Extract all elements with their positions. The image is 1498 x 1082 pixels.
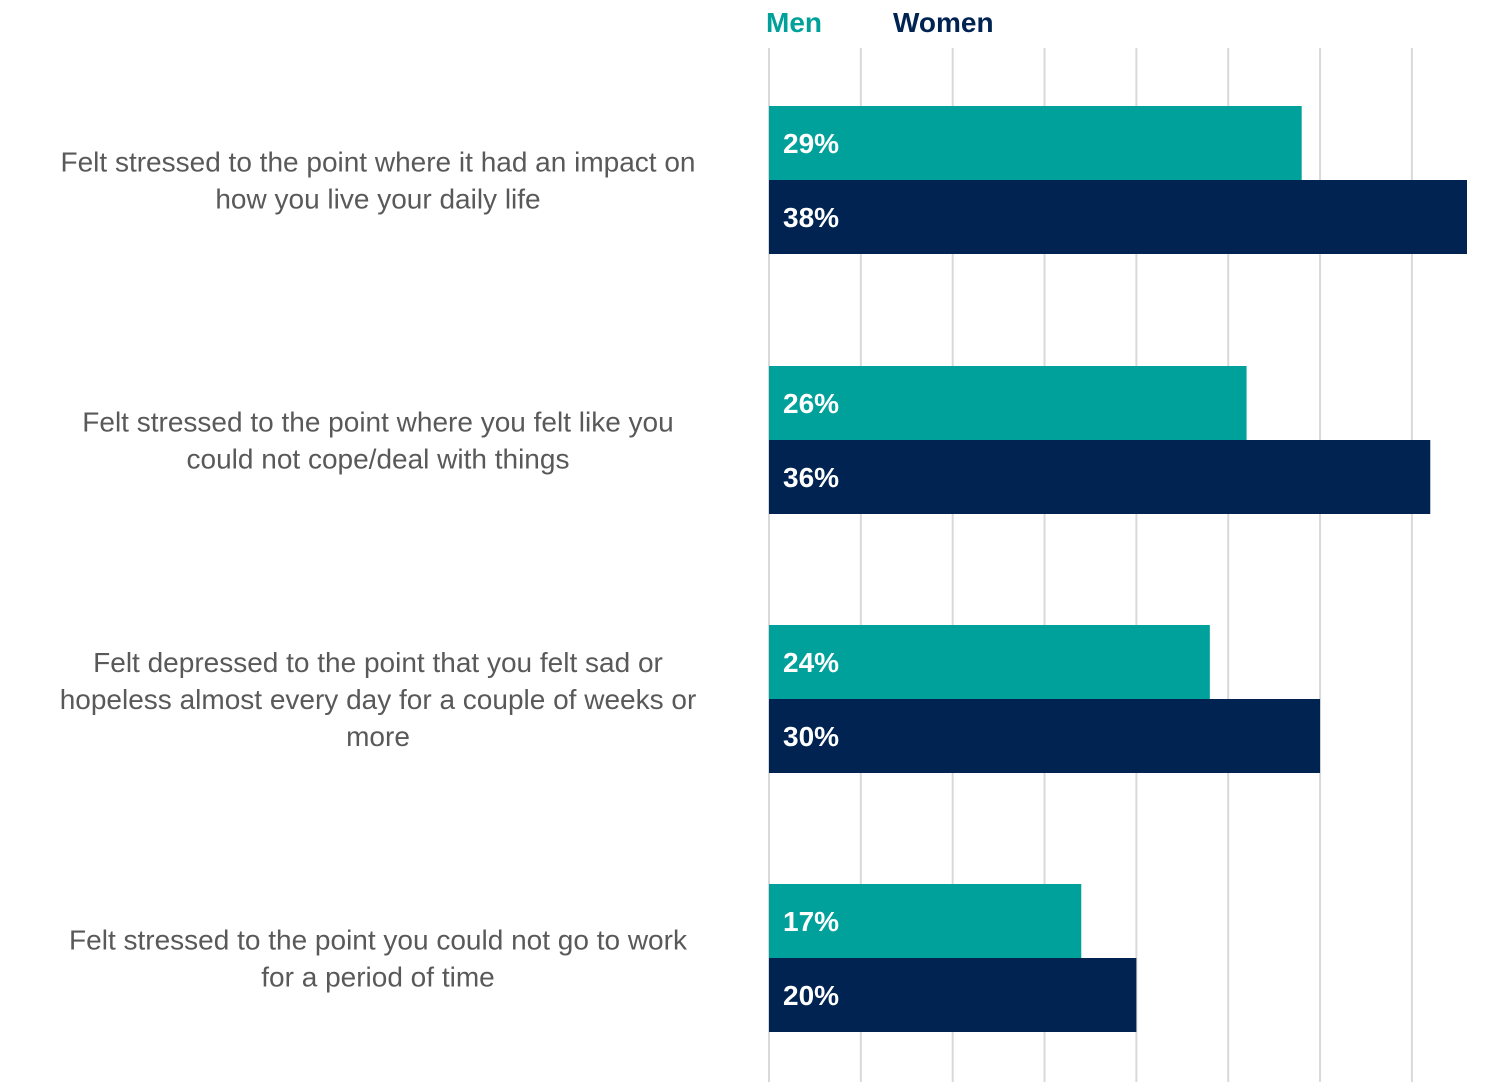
category-label-4-line-2: for a period of time [261,962,494,993]
value-label-men-1: 29% [783,128,839,159]
bar-men-4 [769,884,1082,958]
legend-men: Men [766,7,822,38]
category-label-2-line-2: could not cope/deal with things [187,444,570,475]
category-label-4-line-1: Felt stressed to the point you could not… [69,925,688,956]
bars [769,106,1467,1032]
legend: Men Women [766,7,994,38]
category-label-1-line-2: how you live your daily life [215,184,540,215]
category-label-3-line-1: Felt depressed to the point that you fel… [93,647,663,678]
category-label-3-line-3: more [346,721,410,752]
bar-women-3 [769,699,1321,773]
value-label-women-4: 20% [783,980,839,1011]
category-label-1-line-1: Felt stressed to the point where it had … [60,147,695,178]
bar-women-2 [769,440,1431,514]
bar-men-2 [769,366,1247,440]
value-label-men-4: 17% [783,906,839,937]
category-labels: Felt stressed to the point where it had … [60,147,697,993]
bar-men-1 [769,106,1302,180]
category-label-2-line-1: Felt stressed to the point where you fel… [82,407,673,438]
bar-women-4 [769,958,1137,1032]
value-label-women-1: 38% [783,202,839,233]
legend-women: Women [893,7,994,38]
value-labels: 29% 38% 26% 36% 24% 30% 17% 20% [783,128,839,1011]
value-label-men-3: 24% [783,647,839,678]
value-label-men-2: 26% [783,388,839,419]
bar-men-3 [769,625,1210,699]
value-label-women-2: 36% [783,462,839,493]
bar-women-1 [769,180,1467,254]
category-label-3-line-2: hopeless almost every day for a couple o… [60,684,697,715]
value-label-women-3: 30% [783,721,839,752]
